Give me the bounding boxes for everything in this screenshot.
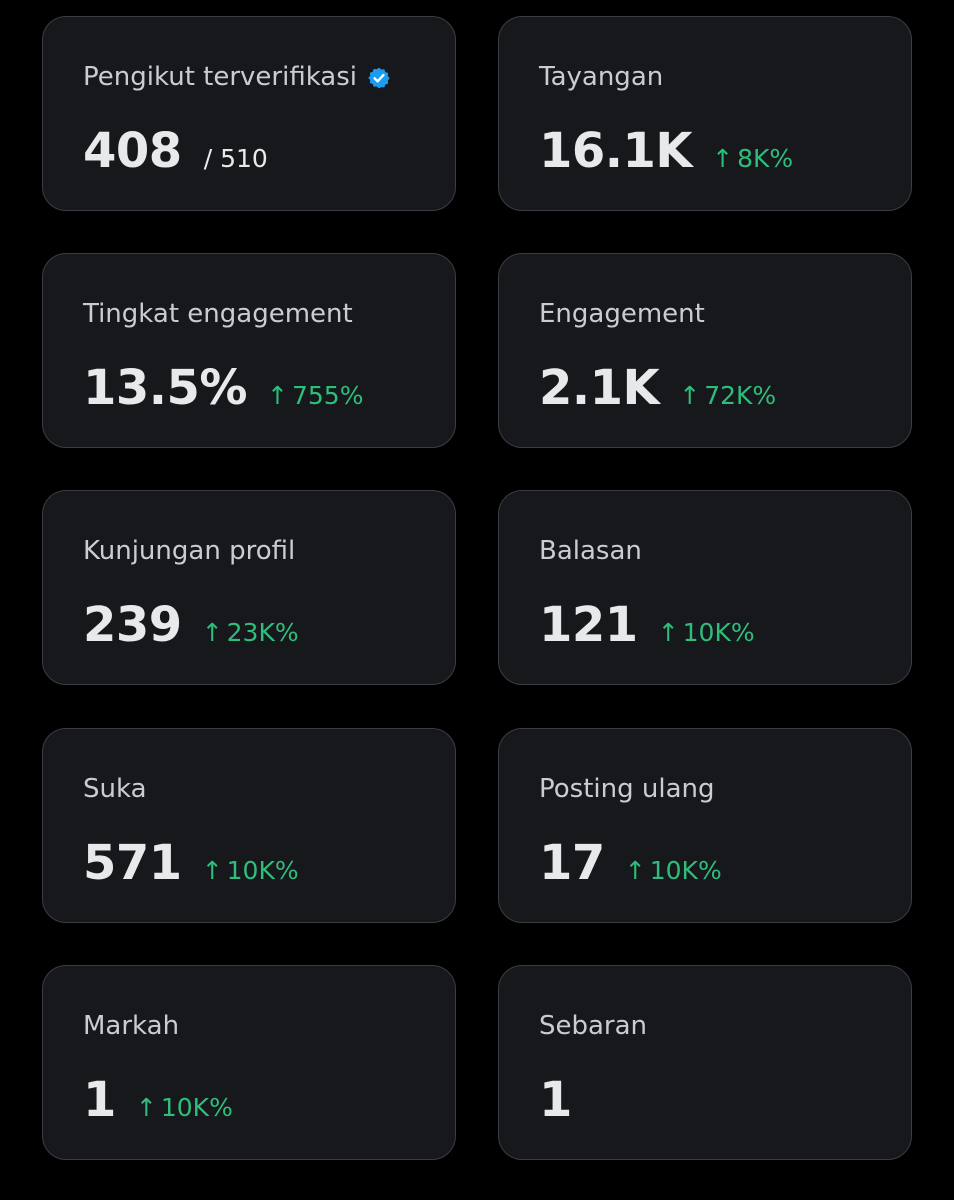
metric-change: ↑ 10K% <box>201 856 299 885</box>
metric-label: Posting ulang <box>539 774 715 804</box>
metric-label: Sebaran <box>539 1011 648 1041</box>
arrow-up-icon: ↑ <box>201 856 223 885</box>
metric-value-row: 1 ↑ 10K% <box>83 1070 233 1130</box>
metric-card-impressions[interactable]: Tayangan 16.1K ↑ 8K% <box>498 16 912 211</box>
metric-change: ↑ 8K% <box>712 144 794 173</box>
arrow-up-icon: ↑ <box>679 381 701 410</box>
metric-value-row: 16.1K ↑ 8K% <box>539 121 793 181</box>
arrow-up-icon: ↑ <box>267 381 288 410</box>
arrow-up-icon: ↑ <box>201 618 223 647</box>
metric-value: 408 <box>83 123 182 179</box>
metric-label: Markah <box>83 1011 180 1041</box>
metric-card-bookmarks[interactable]: Markah 1 ↑ 10K% <box>42 965 456 1160</box>
metric-value-row: 2.1K ↑ 72K% <box>539 358 776 418</box>
metric-card-likes[interactable]: Suka 571 ↑ 10K% <box>42 728 456 923</box>
arrow-up-icon: ↑ <box>712 144 734 173</box>
metric-card-replies[interactable]: Balasan 121 ↑ 10K% <box>498 490 912 685</box>
metric-label: Suka <box>83 774 147 804</box>
metric-change: ↑ 10K% <box>657 618 755 647</box>
metric-label: Tayangan <box>539 62 664 92</box>
metric-change: ↑ 23K% <box>201 618 299 647</box>
metric-card-engagements[interactable]: Engagement 2.1K ↑ 72K% <box>498 253 912 448</box>
metric-value: 17 <box>539 835 605 891</box>
metric-label: Balasan <box>539 536 642 566</box>
metric-label: Pengikut terverifikasi <box>83 59 391 95</box>
metric-value: 121 <box>539 597 638 653</box>
arrow-up-icon: ↑ <box>624 856 646 885</box>
metric-change: ↑ 10K% <box>135 1093 233 1122</box>
metric-value: 2.1K <box>539 360 660 416</box>
metric-value: 571 <box>83 835 182 891</box>
metric-card-verified-followers[interactable]: Pengikut terverifikasi 408 / 510 <box>42 16 456 211</box>
metric-card-shares[interactable]: Sebaran 1 <box>498 965 912 1160</box>
metric-value: 13.5% <box>83 360 248 416</box>
metric-value-row: 1 <box>539 1070 572 1130</box>
metric-value-row: 17 ↑ 10K% <box>539 833 722 893</box>
metric-card-engagement-rate[interactable]: Tingkat engagement 13.5% ↑ 755% <box>42 253 456 448</box>
metric-value: 1 <box>539 1072 572 1128</box>
metric-value-row: 408 / 510 <box>83 121 268 181</box>
metric-label: Kunjungan profil <box>83 536 296 566</box>
metric-change: ↑ 72K% <box>679 381 777 410</box>
metric-card-profile-visits[interactable]: Kunjungan profil 239 ↑ 23K% <box>42 490 456 685</box>
metric-value-row: 571 ↑ 10K% <box>83 833 299 893</box>
metric-value: 16.1K <box>539 123 693 179</box>
metric-change: ↑ 10K% <box>624 856 722 885</box>
metric-value-row: 239 ↑ 23K% <box>83 595 299 655</box>
metric-label: Tingkat engagement <box>83 299 353 329</box>
metric-value: 1 <box>83 1072 116 1128</box>
verified-badge-icon <box>368 67 390 89</box>
metric-total: / 510 <box>203 144 268 173</box>
metric-value-row: 13.5% ↑ 755% <box>83 358 363 418</box>
arrow-up-icon: ↑ <box>657 618 679 647</box>
metric-label: Engagement <box>539 299 705 329</box>
metric-value-row: 121 ↑ 10K% <box>539 595 755 655</box>
metric-change: ↑ 755% <box>267 381 364 410</box>
arrow-up-icon: ↑ <box>135 1093 157 1122</box>
metric-card-reposts[interactable]: Posting ulang 17 ↑ 10K% <box>498 728 912 923</box>
metric-value: 239 <box>83 597 182 653</box>
